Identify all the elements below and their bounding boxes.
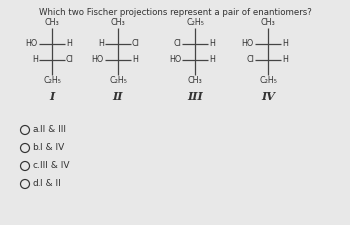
Text: III & IV: III & IV (41, 162, 70, 171)
Text: I & II: I & II (41, 180, 61, 189)
Text: Cl: Cl (66, 56, 74, 65)
Text: H: H (98, 40, 104, 49)
Text: d.: d. (33, 180, 41, 189)
Text: H: H (66, 40, 72, 49)
Text: C₂H₅: C₂H₅ (43, 76, 61, 85)
Text: H: H (282, 40, 288, 49)
Text: II: II (113, 91, 123, 102)
Text: HO: HO (26, 40, 38, 49)
Text: CH₃: CH₃ (45, 18, 60, 27)
Text: Which two Fischer projections represent a pair of enantiomers?: Which two Fischer projections represent … (38, 8, 312, 17)
Text: CH₃: CH₃ (188, 76, 202, 85)
Text: H: H (282, 56, 288, 65)
Text: IV: IV (261, 91, 275, 102)
Text: c.: c. (33, 162, 40, 171)
Text: H: H (209, 40, 215, 49)
Text: HO: HO (92, 56, 104, 65)
Text: III: III (187, 91, 203, 102)
Text: Cl: Cl (173, 40, 181, 49)
Text: Cl: Cl (246, 56, 254, 65)
Text: a.: a. (33, 126, 41, 135)
Text: II & III: II & III (41, 126, 66, 135)
Text: CH₃: CH₃ (261, 18, 275, 27)
Text: CH₃: CH₃ (111, 18, 125, 27)
Text: H: H (132, 56, 138, 65)
Text: C₂H₅: C₂H₅ (259, 76, 277, 85)
Text: I: I (49, 91, 55, 102)
Text: C₂H₅: C₂H₅ (109, 76, 127, 85)
Text: HO: HO (242, 40, 254, 49)
Text: H: H (32, 56, 38, 65)
Text: H: H (209, 56, 215, 65)
Text: HO: HO (169, 56, 181, 65)
Text: C₂H₅: C₂H₅ (186, 18, 204, 27)
Text: I & IV: I & IV (41, 144, 65, 153)
Text: Cl: Cl (132, 40, 140, 49)
Text: b.: b. (33, 144, 41, 153)
